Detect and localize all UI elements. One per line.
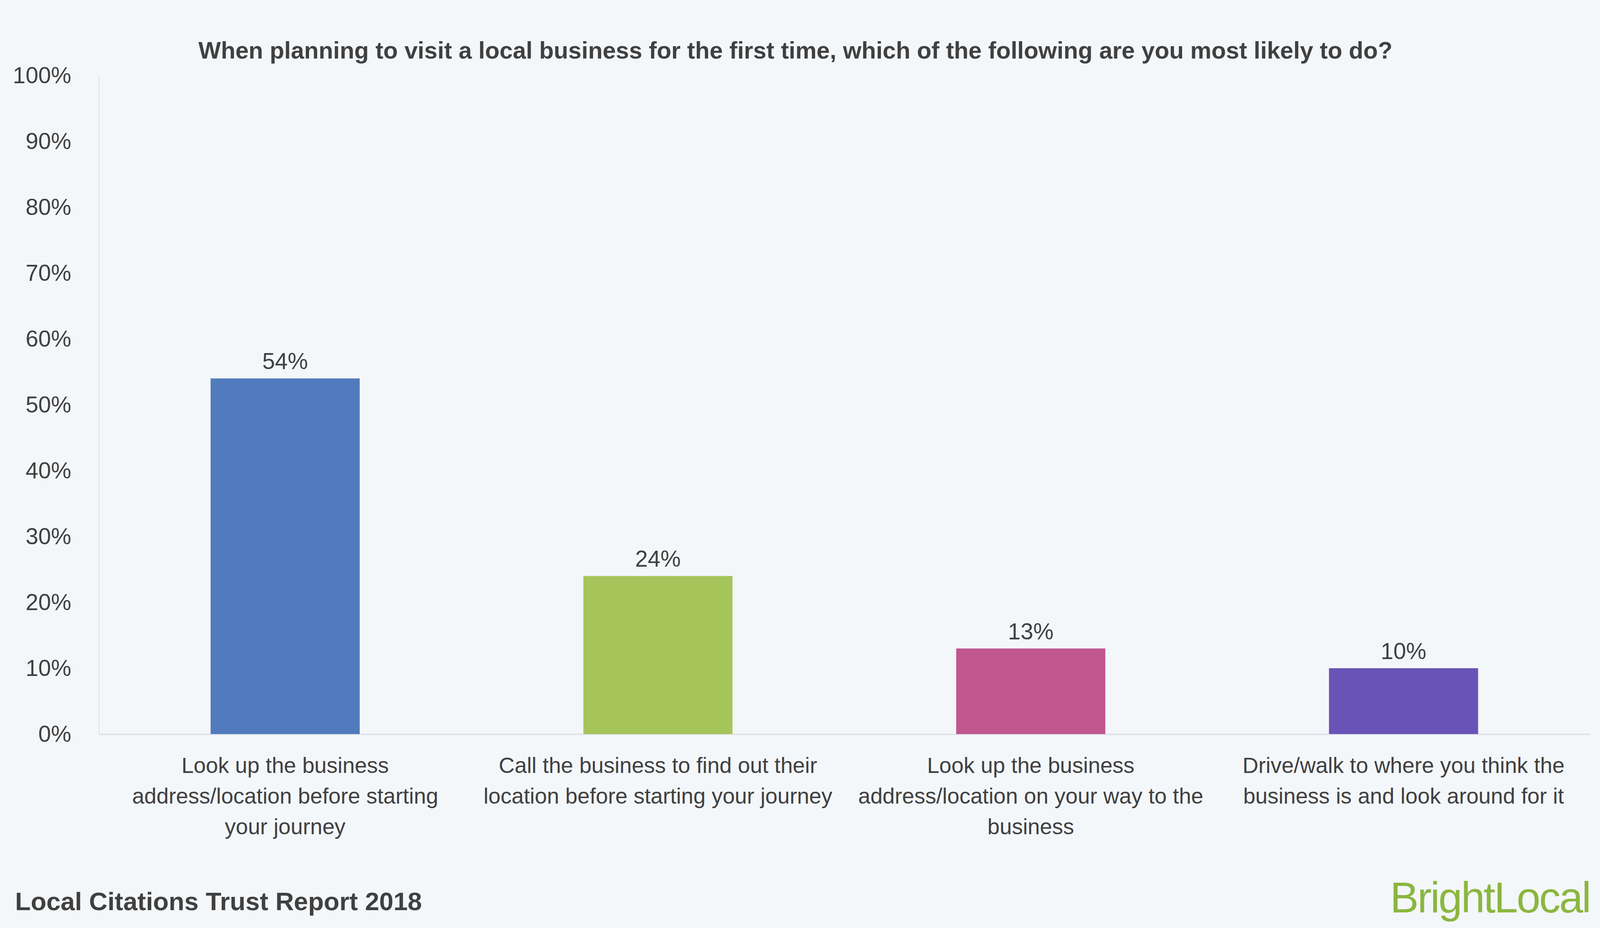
x-tick-label: Call the business to find out theirlocat…	[483, 752, 833, 808]
y-tick: 10%	[25, 655, 99, 681]
y-tick-label: 30%	[25, 523, 72, 550]
data-label: 10%	[1380, 638, 1427, 664]
bar	[210, 378, 360, 734]
y-tick-label: 100%	[12, 62, 72, 89]
y-tick-label: 20%	[25, 589, 72, 615]
y-tick-label: 90%	[25, 128, 72, 155]
y-tick: 100%	[12, 62, 99, 89]
y-tick: 90%	[25, 128, 99, 155]
x-axis: Look up the businessaddress/location bef…	[99, 734, 1591, 839]
x-tick: Drive/walk to where you think thebusines…	[1242, 752, 1565, 808]
y-tick: 20%	[25, 589, 99, 615]
y-axis-line	[98, 75, 100, 735]
data-label: 54%	[262, 348, 309, 374]
y-tick: 0%	[38, 720, 99, 747]
x-tick: Look up the businessaddress/location bef…	[132, 752, 439, 839]
y-tick: 40%	[25, 457, 99, 484]
y-tick: 60%	[25, 325, 99, 352]
y-tick-label: 10%	[25, 655, 72, 681]
data-label: 13%	[1008, 618, 1054, 645]
title: When planning to visit a local business …	[198, 37, 1393, 64]
logo: BrightLocal	[1390, 873, 1590, 922]
x-tick: Call the business to find out theirlocat…	[483, 752, 833, 808]
y-tick-label: 70%	[25, 260, 72, 286]
y-tick-label: 60%	[25, 325, 72, 352]
y-tick-label: 50%	[25, 391, 72, 418]
y-tick: 80%	[25, 194, 99, 220]
y-axis: 0% 10% 20% 30% 40% 50% 60% 70% 80% 90% 100%	[12, 62, 99, 747]
y-tick: 50%	[25, 391, 99, 418]
source: Local Citations Trust Report 2018	[15, 886, 422, 916]
bar	[1328, 667, 1478, 734]
y-tick: 30%	[25, 523, 99, 550]
data-label: 24%	[634, 545, 681, 572]
bar	[956, 648, 1106, 734]
x-tick-label: Drive/walk to where you think thebusines…	[1242, 752, 1565, 808]
data-labels: 54% 24% 13% 10%	[262, 348, 1427, 664]
bar	[583, 575, 733, 734]
y-tick-label: 40%	[25, 457, 72, 484]
x-tick: Look up the businessaddress/location on …	[858, 752, 1204, 839]
y-tick-label: 80%	[25, 194, 72, 220]
x-tick-label: Look up the businessaddress/location bef…	[132, 752, 439, 839]
x-tick-label: Look up the businessaddress/location on …	[858, 752, 1204, 839]
chart: When planning to visit a local business …	[0, 0, 1600, 928]
bars	[210, 378, 1479, 734]
background	[0, 0, 1600, 928]
y-tick: 70%	[25, 260, 99, 286]
y-tick-label: 0%	[38, 720, 72, 747]
